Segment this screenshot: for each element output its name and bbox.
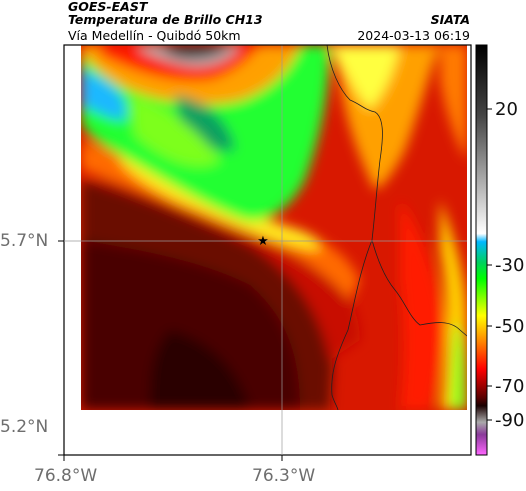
- satellite-title: GOES-EAST: [68, 0, 148, 14]
- lat-label-5.7: 5.7°N: [0, 231, 49, 251]
- lon-label-76.8: 76.8°W: [34, 466, 98, 486]
- colorbar: [475, 44, 492, 456]
- brightness-temperature-field: [81, 45, 467, 410]
- star-icon: ★: [257, 234, 269, 249]
- boundary-line-south: [331, 239, 373, 410]
- boundary-line: [326, 45, 467, 337]
- org-label: SIATA: [430, 12, 470, 27]
- colorbar-tick-20: 20: [495, 99, 518, 120]
- datetime-label: 2024-03-13 06:19: [357, 28, 470, 43]
- lat-label-5.2: 5.2°N: [0, 417, 49, 437]
- colorbar-tick-minus50: -50: [495, 316, 525, 337]
- colorbar-tick-minus30: -30: [495, 255, 525, 276]
- colorbar-tick-minus90: -90: [495, 410, 525, 431]
- colorbar-tick-minus70: -70: [495, 376, 525, 397]
- map-frame: [58, 44, 472, 461]
- lon-label-76.3: 76.3°W: [252, 466, 316, 486]
- product-title: Temperatura de Brillo CH13: [68, 12, 263, 27]
- route-subtitle: Vía Medellín - Quibdó 50km: [68, 28, 241, 43]
